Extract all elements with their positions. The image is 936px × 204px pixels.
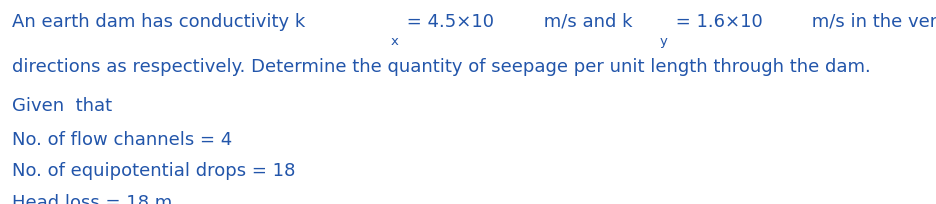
Text: Head loss = 18 m: Head loss = 18 m [12, 194, 172, 204]
Text: An earth dam has conductivity k: An earth dam has conductivity k [12, 12, 305, 31]
Text: No. of equipotential drops = 18: No. of equipotential drops = 18 [12, 162, 295, 181]
Text: directions as respectively. Determine the quantity of seepage per unit length th: directions as respectively. Determine th… [12, 58, 870, 76]
Text: No. of flow channels = 4: No. of flow channels = 4 [12, 131, 232, 149]
Text: m/s in the vertical and horizontal: m/s in the vertical and horizontal [806, 12, 936, 31]
Text: x: x [390, 35, 398, 48]
Text: = 4.5×10: = 4.5×10 [401, 12, 493, 31]
Text: = 1.6×10: = 1.6×10 [669, 12, 762, 31]
Text: y: y [659, 35, 666, 48]
Text: Given  that: Given that [12, 97, 112, 115]
Text: m/s and k: m/s and k [537, 12, 632, 31]
